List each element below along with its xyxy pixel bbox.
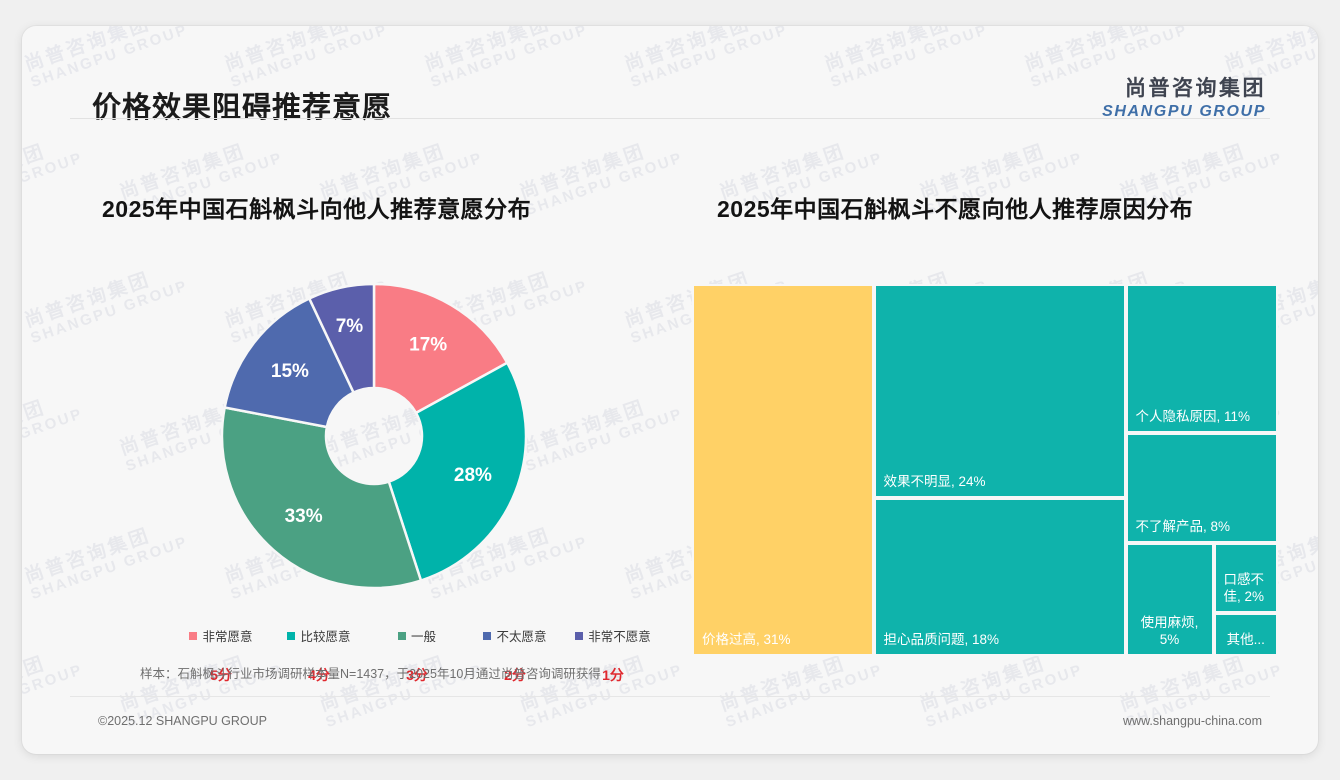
treemap-cell[interactable]: 不了解产品, 8% [1125,433,1278,543]
legend-label: 一般 [410,630,436,644]
slide-footer: ©2025.12 SHANGPU GROUP www.shangpu-china… [22,696,1318,754]
treemap-cell[interactable]: 效果不明显, 24% [873,284,1126,498]
treemap-cell-label: 不了解产品, 8% [1135,519,1231,535]
treemap-cell[interactable]: 口感不 佳, 2% [1213,543,1278,613]
brand-logo: 尚普咨询集团 SHANGPU GROUP [1102,77,1266,121]
header-divider [70,118,1270,119]
slide-content: 2025年中国石斛枫斗向他人推荐意愿分布 2025年中国石斛枫斗不愿向他人推荐原… [22,118,1318,696]
legend-label: 不太愿意 [496,630,547,644]
legend-row: 非常愿意 [189,626,253,645]
treemap-cell[interactable]: 价格过高, 31% [692,284,874,656]
treemap-cell-label: 效果不明显, 24% [883,474,986,490]
treemap-cell-label: 其他... [1226,632,1265,648]
slide-card: 尚普咨询集团 SHANGPU GROUP 尚普咨询集团 SHANGPU GROUP 尚普… [22,26,1318,754]
slide-header: 价格效果阻碍推荐意愿 尚普咨询集团 SHANGPU GROUP [22,26,1318,124]
donut-svg: 17% 28% 33% 15% 7% [220,282,528,590]
legend-item[interactable]: 非常不愿意 1分 [564,626,662,685]
treemap-cell[interactable]: 其他... [1213,613,1278,656]
legend-item[interactable]: 不太愿意 2分 [466,626,564,685]
donut-slice-label: 15% [271,361,309,382]
legend-row: 不太愿意 [483,626,547,645]
legend-swatch-icon [575,631,584,640]
treemap-cell-label: 使用麻烦, 5% [1140,615,1199,648]
legend-score: 4分 [308,667,330,683]
treemap-cell-label: 价格过高, 31% [702,632,791,648]
legend-score: 3分 [406,667,428,683]
legend-swatch-icon [287,631,296,640]
legend-row: 一般 [397,626,436,645]
legend-label: 比较愿意 [300,630,351,644]
page-title: 价格效果阻碍推荐意愿 [92,92,393,124]
legend-score: 2分 [504,667,526,683]
donut-slice[interactable] [220,406,423,590]
donut-slice[interactable] [387,361,528,583]
legend-row: 比较愿意 [287,626,351,645]
treemap-cell-label: 口感不 佳, 2% [1223,572,1265,605]
donut-slice-label: 28% [454,465,492,486]
treemap-cell[interactable]: 使用麻烦, 5% [1125,543,1214,656]
legend-item[interactable]: 一般 3分 [368,626,466,685]
donut-slice[interactable] [223,296,356,429]
legend-row: 非常不愿意 [575,626,651,645]
donut-legend: 非常愿意 5分 比较愿意 4分 一般 3分 不太愿意 2分 非常不愿意 1分 [172,626,662,685]
sample-footnote: 样本：石斛枫斗行业市场调研样本量N=1437，于2025年10月通过尚普咨询调研… [140,667,601,681]
website-link[interactable]: www.shangpu-china.com [1123,714,1262,728]
legend-label: 非常不愿意 [588,630,651,644]
copyright-text: ©2025.12 SHANGPU GROUP [98,714,267,728]
chart-title-right: 2025年中国石斛枫斗不愿向他人推荐原因分布 [717,196,1194,222]
legend-swatch-icon [189,631,198,640]
legend-item[interactable]: 比较愿意 4分 [270,626,368,685]
treemap-cell[interactable]: 个人隐私原因, 11% [1125,284,1278,433]
brand-name-en: SHANGPU GROUP [1102,103,1266,121]
legend-score: 1分 [602,667,624,683]
legend-swatch-icon [483,631,492,640]
treemap-cell-label: 个人隐私原因, 11% [1135,409,1251,425]
footer-divider [70,696,1270,697]
legend-item[interactable]: 非常愿意 5分 [172,626,270,685]
legend-score: 5分 [210,667,232,683]
treemap-cell-label: 担心品质问题, 18% [883,632,1000,648]
treemap-cell[interactable]: 担心品质问题, 18% [873,498,1126,656]
donut-slice[interactable] [307,282,376,395]
legend-label: 非常愿意 [202,630,253,644]
donut-slice-label: 17% [409,334,447,355]
brand-name-cn: 尚普咨询集团 [1125,77,1266,100]
donut-slice-label: 33% [285,506,323,527]
legend-swatch-icon [397,631,406,640]
treemap-chart: 价格过高, 31% 效果不明显, 24% 担心品质问题, 18% 个人隐私原因, 11… [692,284,1278,656]
chart-title-left: 2025年中国石斛枫斗向他人推荐意愿分布 [102,196,532,222]
donut-chart: 17% 28% 33% 15% 7% [214,276,534,596]
donut-slice-label: 7% [336,316,364,337]
